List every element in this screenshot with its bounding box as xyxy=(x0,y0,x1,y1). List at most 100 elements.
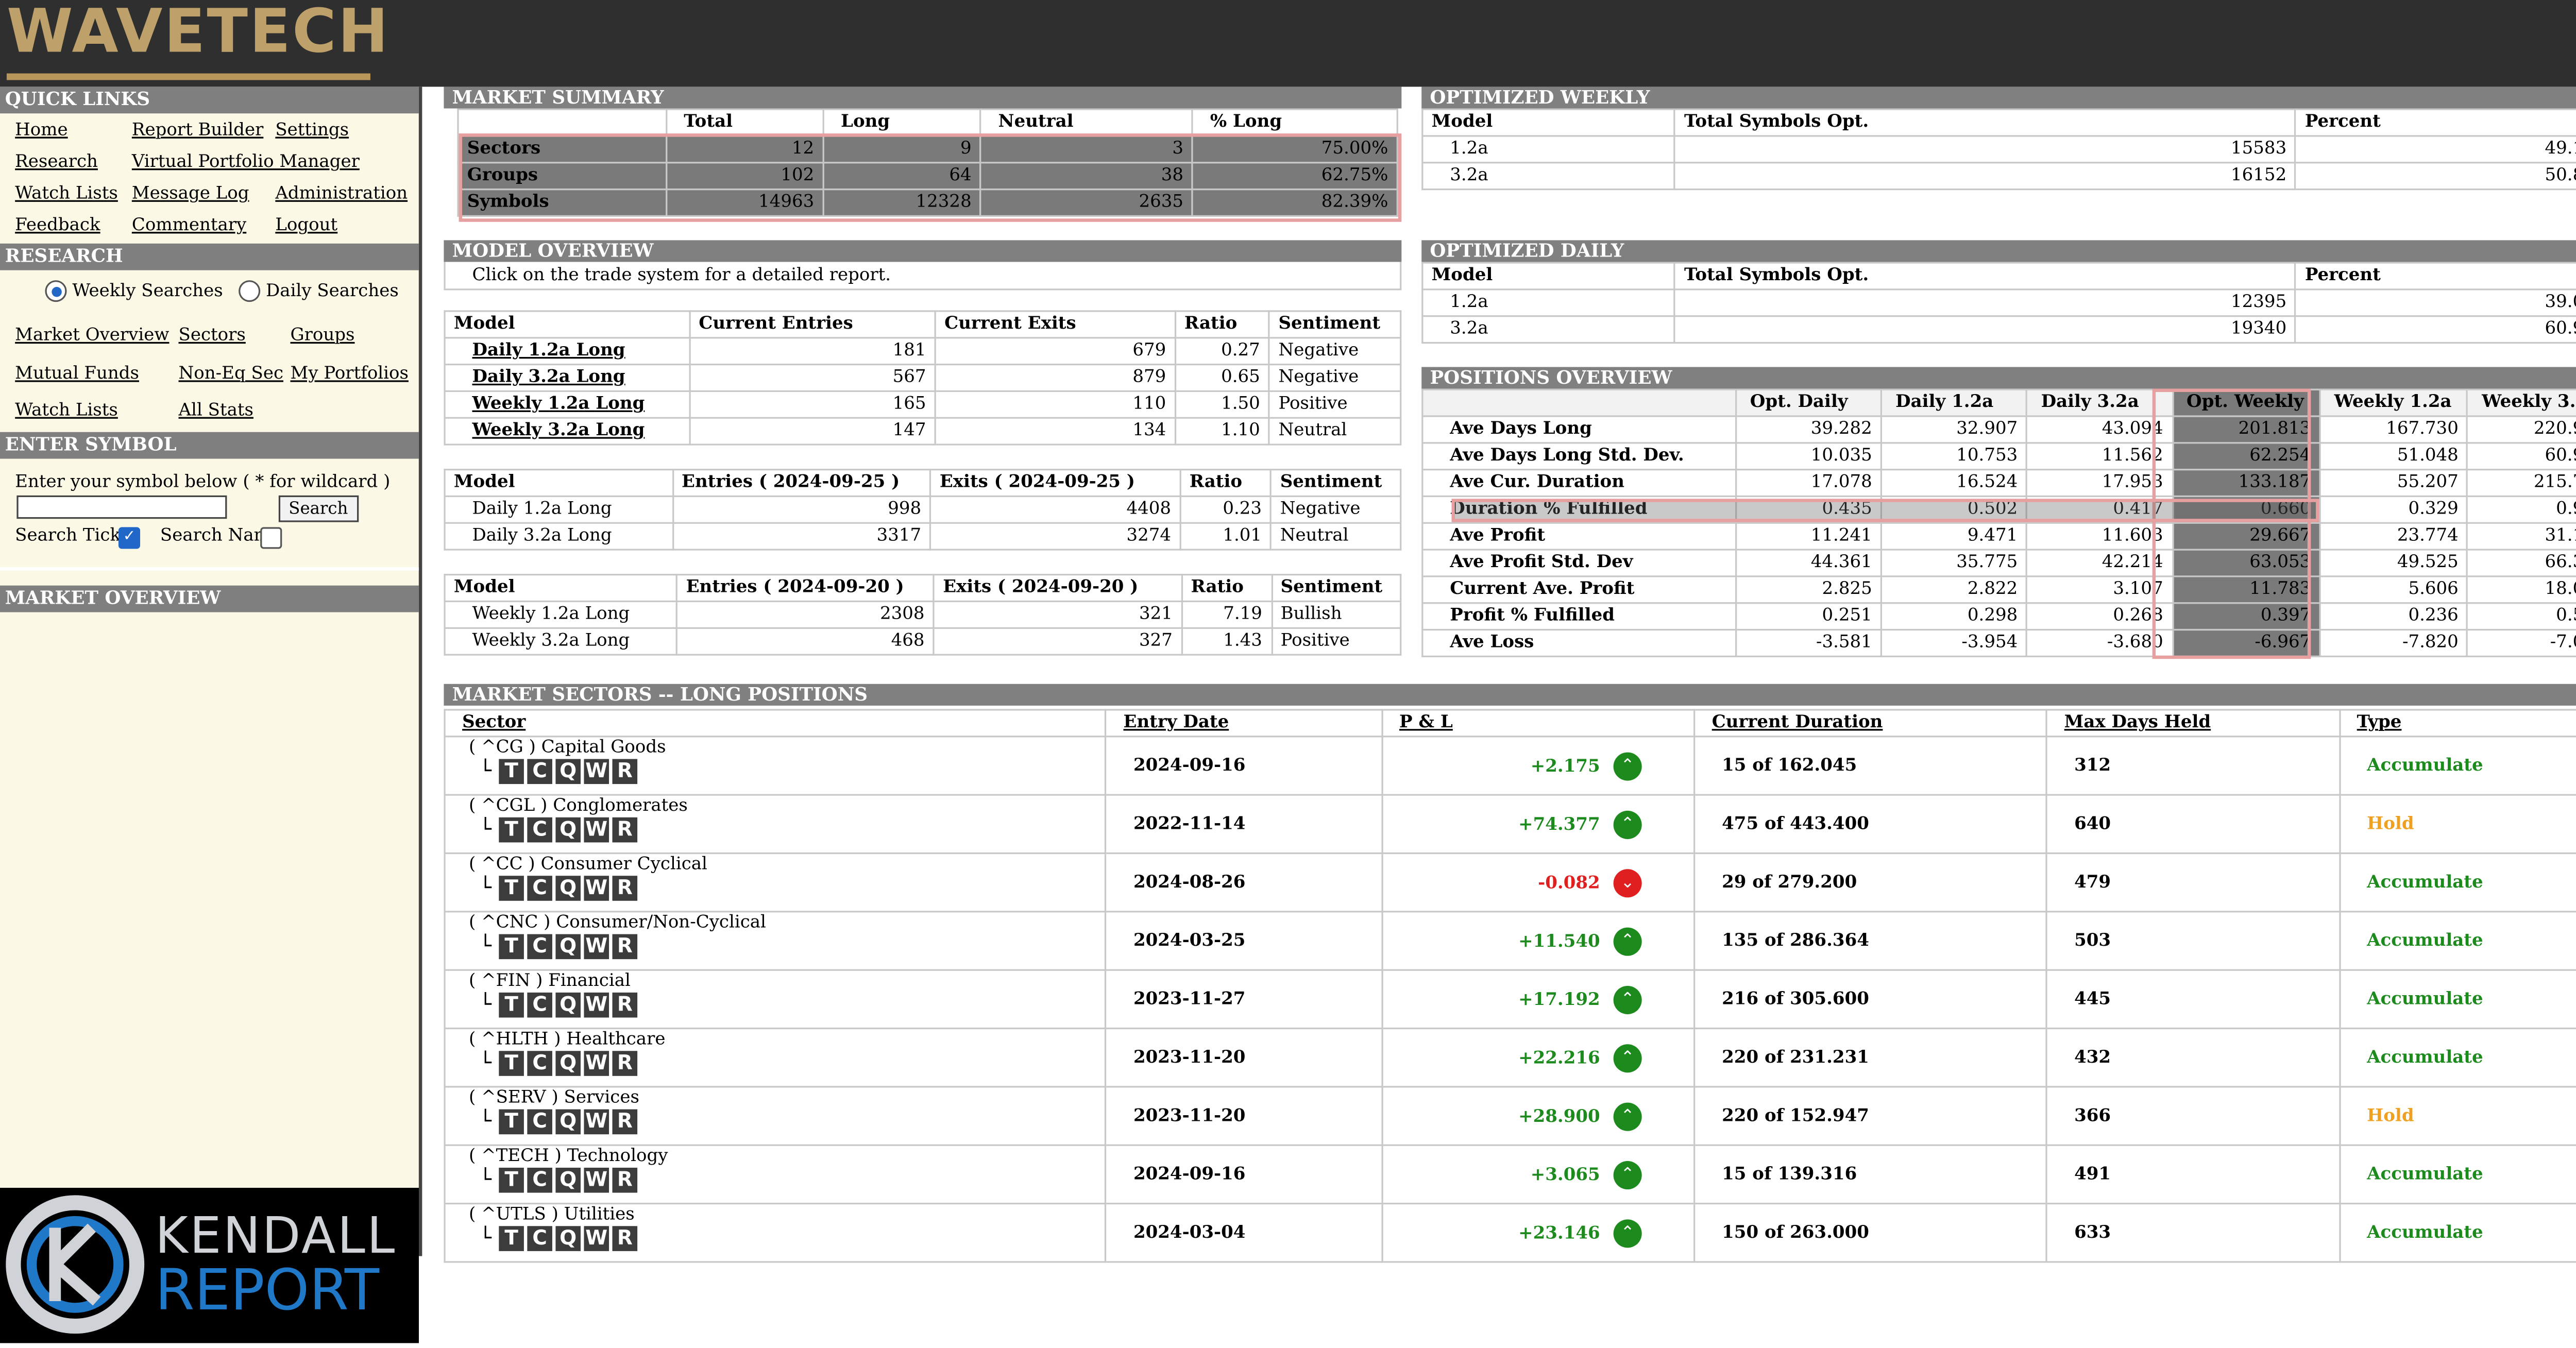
link-my-portfolios[interactable]: My Portfolios xyxy=(290,363,409,384)
tool-button-t[interactable]: T xyxy=(499,1109,524,1135)
sector-row[interactable]: ( ^TECH ) Technology └ T C Q W R 2024-09-16 +3.0… xyxy=(444,1144,2576,1205)
tool-button-r[interactable]: R xyxy=(612,817,638,843)
tool-button-r[interactable]: R xyxy=(612,1226,638,1251)
tool-button-w[interactable]: W xyxy=(584,1226,609,1251)
sector-name[interactable]: ( ^CGL ) Conglomerates xyxy=(469,795,688,816)
link-all-stats[interactable]: All Stats xyxy=(178,400,253,421)
tool-button-w[interactable]: W xyxy=(584,817,609,843)
tool-button-w[interactable]: W xyxy=(584,934,609,960)
tool-button-r[interactable]: R xyxy=(612,1167,638,1193)
sector-name[interactable]: ( ^SERV ) Services xyxy=(469,1087,639,1108)
tool-button-t[interactable]: T xyxy=(499,1226,524,1251)
link-non-eq-sec[interactable]: Non-Eq Sec xyxy=(178,363,284,384)
tool-button-w[interactable]: W xyxy=(584,1051,609,1076)
link-mutual-funds[interactable]: Mutual Funds xyxy=(15,363,140,384)
column-header-link[interactable]: Current Duration xyxy=(1693,709,2048,738)
sector-name[interactable]: ( ^CG ) Capital Goods xyxy=(469,737,666,758)
sector-row[interactable]: ( ^CC ) Consumer Cyclical └ T C Q W R 2024-08-2… xyxy=(444,852,2576,913)
link-watch-lists[interactable]: Watch Lists xyxy=(15,183,118,204)
tool-button-q[interactable]: Q xyxy=(555,759,581,784)
tool-button-w[interactable]: W xyxy=(584,1167,609,1193)
tool-button-t[interactable]: T xyxy=(499,992,524,1018)
tool-button-t[interactable]: T xyxy=(499,876,524,901)
link-watch-lists-2[interactable]: Watch Lists xyxy=(15,400,118,421)
link-sectors[interactable]: Sectors xyxy=(178,325,246,346)
tool-button-r[interactable]: R xyxy=(612,759,638,784)
link-logout[interactable]: Logout xyxy=(275,215,338,235)
tool-button-w[interactable]: W xyxy=(584,876,609,901)
link-virtual-portfolio[interactable]: Virtual Portfolio Manager xyxy=(131,151,360,172)
tool-button-w[interactable]: W xyxy=(584,1109,609,1135)
sector-name[interactable]: ( ^CC ) Consumer Cyclical xyxy=(469,854,707,874)
tool-button-c[interactable]: C xyxy=(527,992,552,1018)
search-name-checkbox[interactable] xyxy=(260,527,282,549)
tool-button-q[interactable]: Q xyxy=(555,1051,581,1076)
link-commentary[interactable]: Commentary xyxy=(131,215,247,235)
sector-row[interactable]: ( ^CG ) Capital Goods └ T C Q W R 2024-09-16 +2.… xyxy=(444,736,2576,796)
tool-button-r[interactable]: R xyxy=(612,1109,638,1135)
tool-button-c[interactable]: C xyxy=(527,1051,552,1076)
model-link[interactable]: Weekly 3.2a Long xyxy=(444,417,691,446)
sector-row[interactable]: ( ^CGL ) Conglomerates └ T C Q W R 2022-11-14 +7… xyxy=(444,794,2576,855)
model-link[interactable]: Daily 1.2a Long xyxy=(444,337,691,366)
link-feedback[interactable]: Feedback xyxy=(15,215,100,235)
sector-row[interactable]: ( ^FIN ) Financial └ T C Q W R 2023-11-27 +17.19… xyxy=(444,969,2576,1030)
tool-button-c[interactable]: C xyxy=(527,817,552,843)
link-settings[interactable]: Settings xyxy=(275,120,349,141)
link-market-overview[interactable]: Market Overview xyxy=(15,325,170,346)
tool-button-q[interactable]: Q xyxy=(555,1109,581,1135)
column-header-link[interactable]: Max Days Held xyxy=(2046,709,2341,738)
tool-button-c[interactable]: C xyxy=(527,1226,552,1251)
tool-button-w[interactable]: W xyxy=(584,759,609,784)
tool-button-c[interactable]: C xyxy=(527,1109,552,1135)
sector-name[interactable]: ( ^CNC ) Consumer/Non-Cyclical xyxy=(469,912,766,933)
tool-button-t[interactable]: T xyxy=(499,1051,524,1076)
column-header-link[interactable]: Entry Date xyxy=(1105,709,1383,738)
tool-button-q[interactable]: Q xyxy=(555,1226,581,1251)
link-research[interactable]: Research xyxy=(15,151,98,172)
sector-name[interactable]: ( ^TECH ) Technology xyxy=(469,1146,668,1166)
sector-name[interactable]: ( ^HLTH ) Healthcare xyxy=(469,1029,666,1050)
tool-button-q[interactable]: Q xyxy=(555,817,581,843)
tool-button-t[interactable]: T xyxy=(499,759,524,784)
model-link[interactable]: Weekly 1.2a Long xyxy=(444,390,691,419)
daily-radio[interactable] xyxy=(239,280,261,302)
tool-button-r[interactable]: R xyxy=(612,1051,638,1076)
weekly-radio-wrap[interactable]: Weekly Searches xyxy=(45,280,223,302)
tool-button-c[interactable]: C xyxy=(527,934,552,960)
sector-row[interactable]: ( ^HLTH ) Healthcare └ T C Q W R 2023-11-20 +22.… xyxy=(444,1027,2576,1088)
search-button[interactable]: Search xyxy=(278,495,358,522)
link-administration[interactable]: Administration xyxy=(275,183,408,204)
sector-name[interactable]: ( ^UTLS ) Utilities xyxy=(469,1204,635,1225)
column-header-link[interactable]: P & L xyxy=(1381,709,1696,738)
link-report-builder[interactable]: Report Builder xyxy=(131,120,264,141)
tool-button-t[interactable]: T xyxy=(499,1167,524,1193)
sector-name[interactable]: ( ^FIN ) Financial xyxy=(469,970,631,991)
tool-button-q[interactable]: Q xyxy=(555,876,581,901)
link-home[interactable]: Home xyxy=(15,120,68,141)
model-link[interactable]: Daily 3.2a Long xyxy=(444,363,691,393)
daily-radio-wrap[interactable]: Daily Searches xyxy=(239,280,399,302)
tool-button-c[interactable]: C xyxy=(527,759,552,784)
sector-row[interactable]: ( ^SERV ) Services └ T C Q W R 2023-11-20 +28.90… xyxy=(444,1086,2576,1146)
tool-button-q[interactable]: Q xyxy=(555,1167,581,1193)
link-message-log[interactable]: Message Log xyxy=(131,183,249,204)
tool-button-q[interactable]: Q xyxy=(555,992,581,1018)
tool-button-c[interactable]: C xyxy=(527,1167,552,1193)
tool-button-r[interactable]: R xyxy=(612,934,638,960)
weekly-radio[interactable] xyxy=(45,280,67,302)
symbol-input[interactable] xyxy=(16,495,227,519)
tool-button-r[interactable]: R xyxy=(612,992,638,1018)
column-header-link[interactable]: Sector xyxy=(444,709,1107,738)
search-ticker-checkbox[interactable]: ✓ xyxy=(118,527,141,549)
sector-row[interactable]: ( ^UTLS ) Utilities └ T C Q W R 2024-03-04 +23.1… xyxy=(444,1202,2576,1263)
sector-row[interactable]: ( ^CNC ) Consumer/Non-Cyclical └ T C Q W R 2024… xyxy=(444,911,2576,971)
tool-button-w[interactable]: W xyxy=(584,992,609,1018)
tool-button-r[interactable]: R xyxy=(612,876,638,901)
column-header-link[interactable]: Type xyxy=(2338,709,2576,738)
tool-button-t[interactable]: T xyxy=(499,934,524,960)
tool-button-q[interactable]: Q xyxy=(555,934,581,960)
tool-button-c[interactable]: C xyxy=(527,876,552,901)
tool-button-t[interactable]: T xyxy=(499,817,524,843)
link-groups[interactable]: Groups xyxy=(290,325,355,346)
